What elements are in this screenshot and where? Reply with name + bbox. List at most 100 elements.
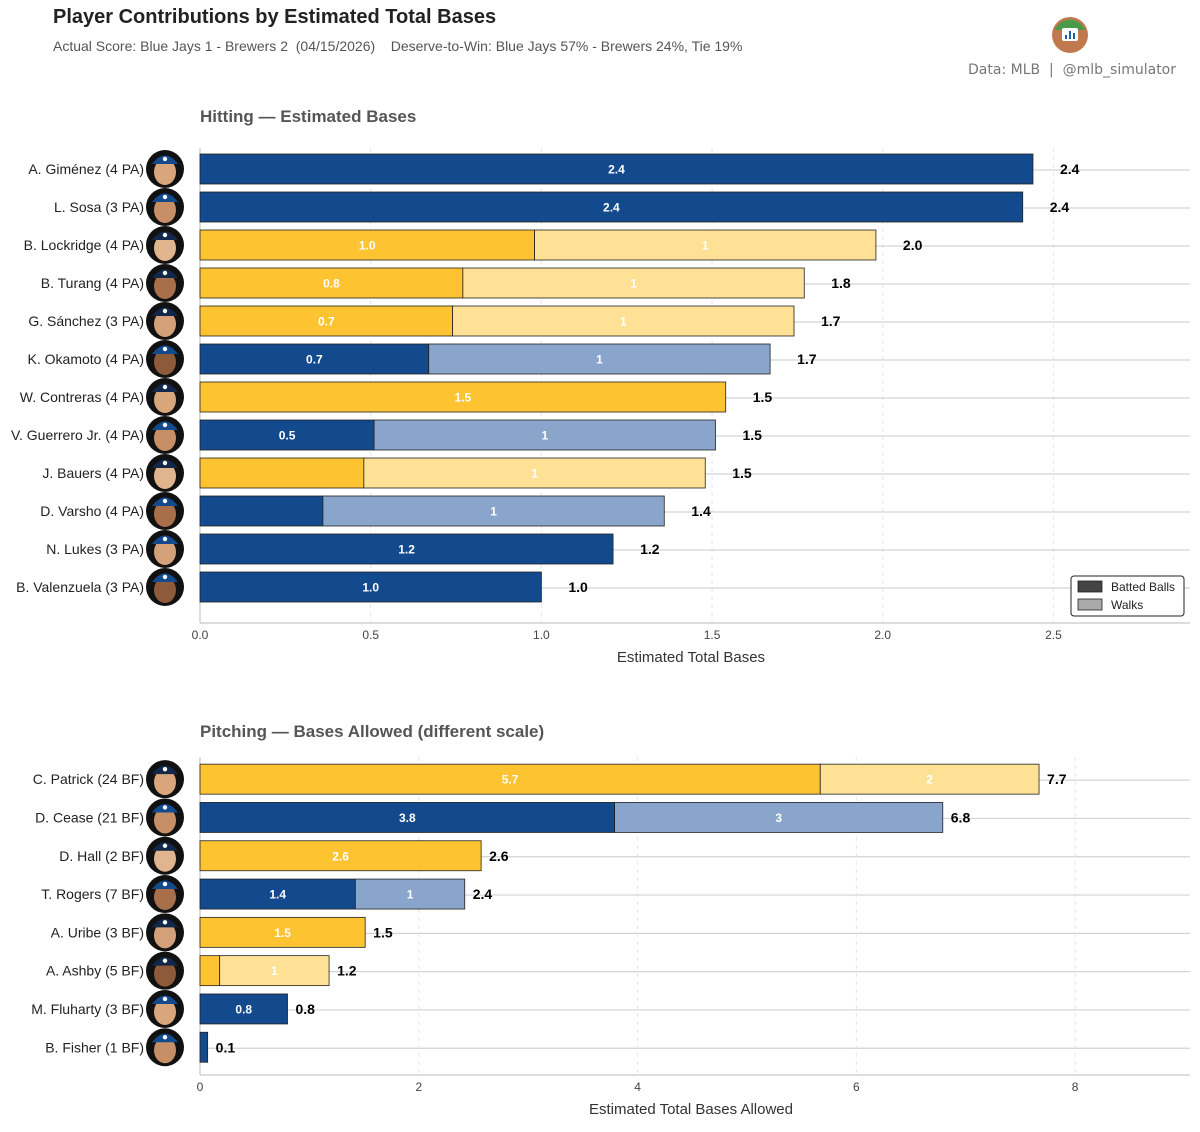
x-tick-label: 8 bbox=[1072, 1080, 1079, 1094]
panel-title: Hitting — Estimated Bases bbox=[200, 107, 416, 126]
bar-batted-value: 1.4 bbox=[269, 888, 286, 902]
player-label: B. Fisher (1 BF) bbox=[45, 1039, 144, 1055]
player-label: W. Contreras (4 PA) bbox=[20, 389, 144, 405]
bar-batted-value: 0.7 bbox=[306, 353, 323, 367]
player-headshot-icon bbox=[146, 226, 184, 264]
player-headshot-icon bbox=[146, 1028, 184, 1067]
bar-batted-balls bbox=[199, 229, 535, 261]
bar-walks bbox=[219, 955, 330, 987]
player-label: D. Varsho (4 PA) bbox=[40, 503, 144, 519]
pitching-chart: Pitching — Bases Allowed (different scal… bbox=[31, 722, 1190, 1118]
bar-total-value: 6.8 bbox=[951, 809, 971, 825]
data-credit: Data: MLB | @mlb_simulator bbox=[968, 62, 1176, 78]
bar-walks-value: 1 bbox=[531, 467, 538, 481]
x-tick-label: 4 bbox=[634, 1080, 641, 1094]
bar-batted-value: 3.8 bbox=[399, 811, 416, 825]
player-label: B. Turang (4 PA) bbox=[41, 275, 144, 291]
player-label: C. Patrick (24 BF) bbox=[33, 771, 144, 787]
bar-total-value: 1.5 bbox=[742, 427, 762, 443]
bar-walks-value: 1 bbox=[271, 964, 278, 978]
player-headshot-icon bbox=[146, 340, 184, 378]
bar-total-value: 2.0 bbox=[903, 237, 923, 253]
player-label: V. Guerrero Jr. (4 PA) bbox=[11, 427, 144, 443]
bar-walks-value: 2 bbox=[926, 773, 933, 787]
bar-batted-balls bbox=[199, 457, 365, 489]
bar-total-value: 2.6 bbox=[489, 848, 509, 864]
bar-total-value: 1.5 bbox=[732, 465, 752, 481]
player-headshot-icon bbox=[146, 302, 184, 340]
bar-batted-balls bbox=[199, 993, 288, 1025]
bar-total-value: 1.8 bbox=[831, 275, 851, 291]
bar-batted-balls bbox=[199, 802, 615, 833]
bar-total-value: 1.7 bbox=[821, 313, 841, 329]
bar-total-value: 1.4 bbox=[691, 503, 711, 519]
bar-walks bbox=[428, 343, 771, 375]
bar-walks bbox=[462, 267, 805, 299]
x-tick-label: 0 bbox=[197, 1080, 204, 1094]
bar-walks bbox=[363, 457, 706, 489]
player-headshot-icon bbox=[146, 913, 184, 952]
bar-batted-value: 2.4 bbox=[608, 163, 625, 177]
player-headshot-icon bbox=[146, 875, 184, 914]
bar-batted-value: 5.7 bbox=[502, 773, 519, 787]
x-tick-label: 1.0 bbox=[533, 628, 550, 642]
bar-batted-value: 2.4 bbox=[603, 201, 620, 215]
x-tick-label: 0.5 bbox=[362, 628, 379, 642]
bar-total-value: 2.4 bbox=[1050, 199, 1070, 215]
legend-label-walks: Walks bbox=[1111, 598, 1143, 612]
bar-batted-balls bbox=[199, 916, 366, 948]
bar-walks bbox=[354, 878, 466, 910]
legend-label-batted: Batted Balls bbox=[1111, 580, 1175, 594]
legend: Batted Balls Walks bbox=[1070, 575, 1185, 617]
bar-batted-balls bbox=[199, 878, 356, 910]
bar-batted-balls bbox=[199, 343, 430, 375]
bar-walks-value: 1 bbox=[541, 429, 548, 443]
bar-walks-value: 1 bbox=[407, 888, 414, 902]
chart-title: Player Contributions by Estimated Total … bbox=[53, 6, 497, 28]
player-label: J. Bauers (4 PA) bbox=[42, 465, 144, 481]
player-label: M. Fluharty (3 BF) bbox=[31, 1001, 144, 1017]
player-headshot-icon bbox=[146, 530, 184, 568]
player-headshot-icon bbox=[146, 416, 184, 454]
bar-walks-value: 1 bbox=[490, 505, 497, 519]
x-tick-label: 6 bbox=[853, 1080, 860, 1094]
legend-swatch-batted bbox=[1077, 580, 1103, 593]
player-headshot-icon bbox=[146, 760, 184, 799]
player-headshot-icon bbox=[146, 454, 184, 492]
player-headshot-icon bbox=[146, 188, 184, 226]
bar-batted-balls bbox=[199, 955, 221, 987]
player-label: A. Ashby (5 BF) bbox=[46, 963, 144, 979]
bar-total-value: 1.2 bbox=[640, 541, 660, 557]
player-label: D. Cease (21 BF) bbox=[35, 809, 144, 825]
player-headshot-icon bbox=[146, 150, 184, 188]
bar-batted-balls bbox=[199, 191, 1024, 223]
player-label: G. Sánchez (3 PA) bbox=[28, 313, 144, 329]
bar-walks bbox=[534, 229, 877, 261]
bar-batted-balls bbox=[199, 840, 482, 872]
player-headshot-icon bbox=[146, 264, 184, 302]
player-headshot-icon bbox=[146, 989, 184, 1028]
bar-total-value: 2.4 bbox=[1060, 161, 1080, 177]
bar-batted-balls bbox=[199, 153, 1034, 185]
chart-subtitle: Actual Score: Blue Jays 1 - Brewers 2 (0… bbox=[53, 38, 743, 54]
player-label: T. Rogers (7 BF) bbox=[41, 886, 144, 902]
player-headshot-icon bbox=[146, 492, 184, 530]
bar-walks-value: 1 bbox=[596, 353, 603, 367]
player-label: D. Hall (2 BF) bbox=[59, 848, 144, 864]
x-axis-label: Estimated Total Bases Allowed bbox=[589, 1101, 793, 1118]
bar-batted-balls bbox=[199, 1031, 209, 1063]
player-label: A. Giménez (4 PA) bbox=[28, 161, 144, 177]
bar-total-value: 2.4 bbox=[473, 886, 493, 902]
bar-walks-value: 1 bbox=[620, 315, 627, 329]
brand-logo-icon bbox=[1052, 17, 1088, 53]
x-axis-label: Estimated Total Bases bbox=[617, 649, 765, 666]
bar-batted-value: 1.0 bbox=[362, 581, 379, 595]
bar-walks bbox=[452, 305, 795, 337]
player-headshot-icon bbox=[146, 798, 184, 837]
bar-batted-value: 2.6 bbox=[332, 849, 349, 863]
legend-swatch-walks bbox=[1077, 598, 1103, 611]
bar-total-value: 1.0 bbox=[568, 579, 588, 595]
bar-batted-balls bbox=[199, 533, 614, 565]
bar-total-value: 0.8 bbox=[296, 1001, 316, 1017]
bar-batted-balls bbox=[199, 305, 454, 337]
